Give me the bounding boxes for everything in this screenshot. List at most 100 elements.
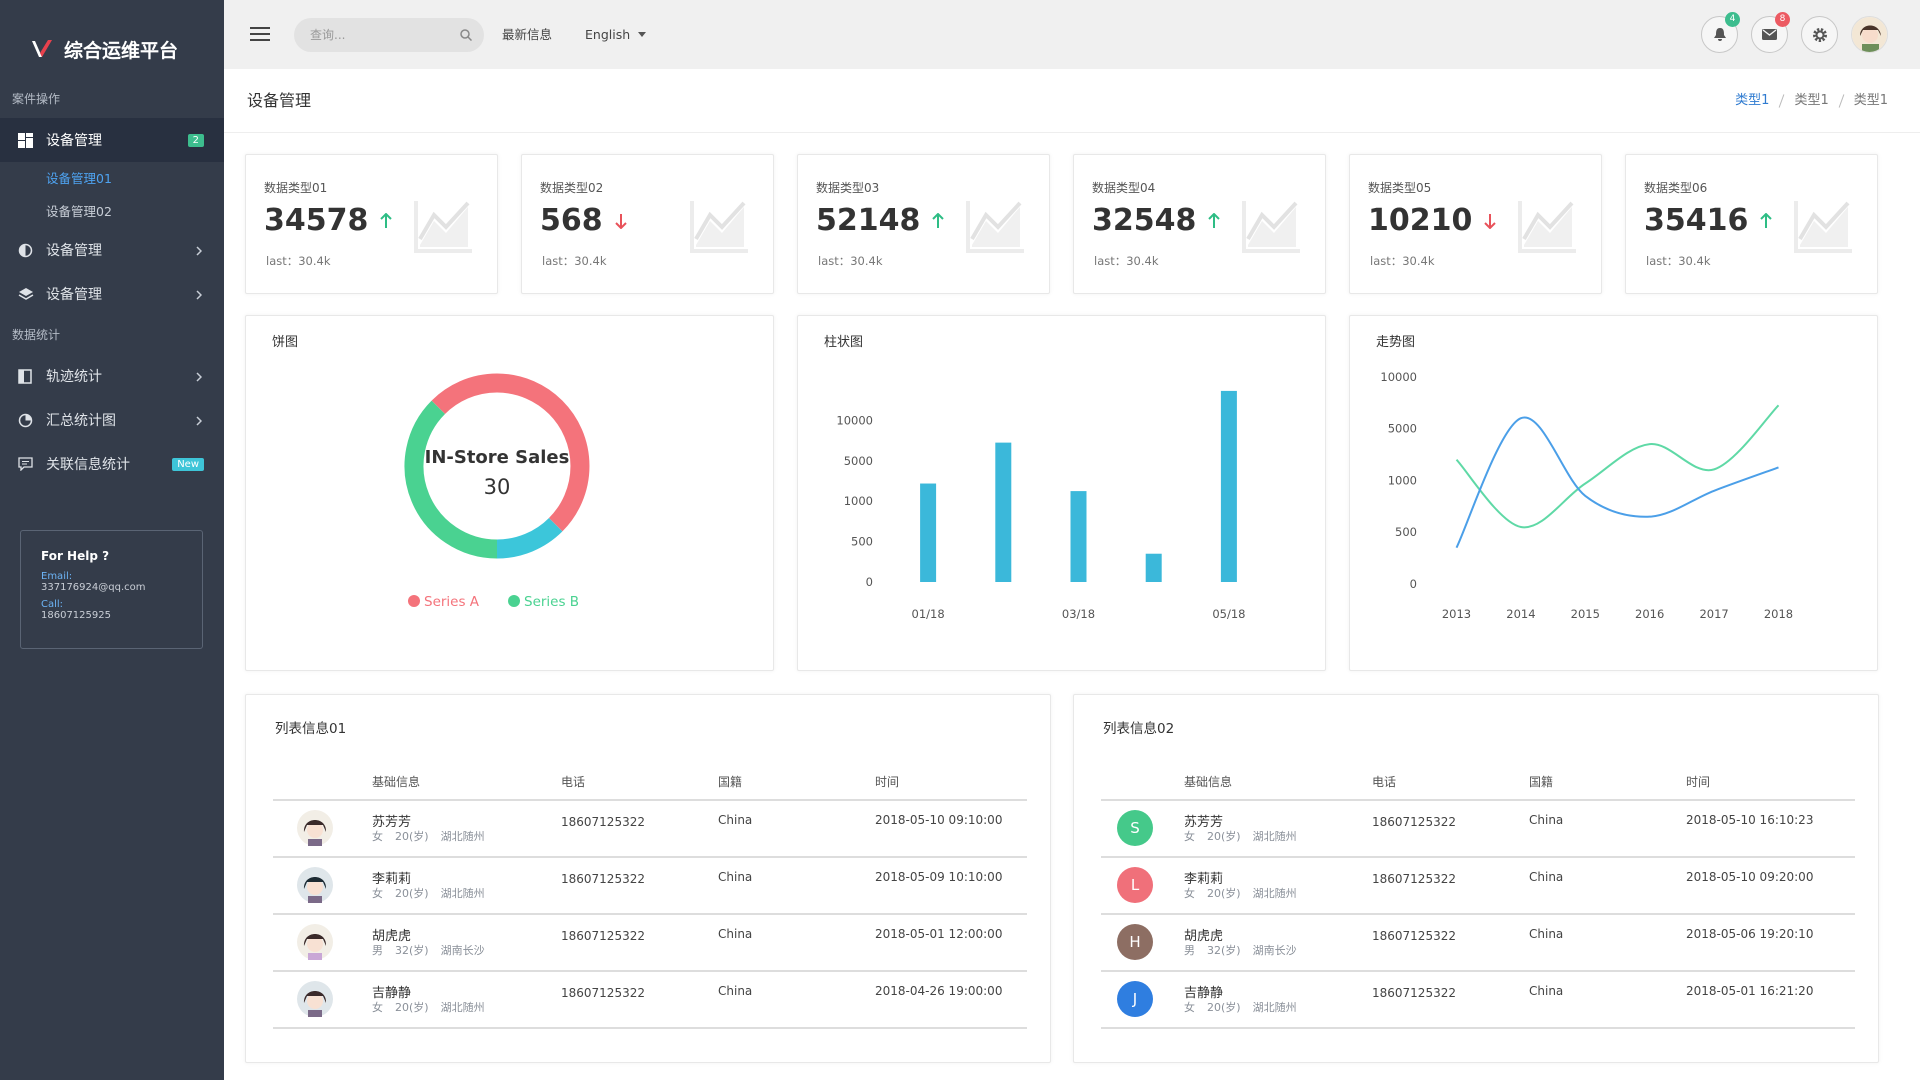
stat-card: 数据类型03 52148 last：30.4k: [797, 154, 1050, 294]
arrow-shape: [932, 212, 945, 228]
mail-icon: [1762, 29, 1777, 40]
x-tick-label: 05/18: [1212, 607, 1245, 621]
y-tick-label: 1000: [1388, 473, 1417, 487]
time: 2018-04-26 19:00:00: [875, 984, 1003, 998]
avatar-circle: [1117, 981, 1153, 1017]
avatar-body: [308, 953, 322, 960]
time: 2018-05-01 12:00:00: [875, 927, 1003, 941]
breadcrumb-item[interactable]: 类型1: [1735, 93, 1770, 108]
bar: [1220, 390, 1237, 582]
breadcrumb-separator: [1779, 94, 1785, 108]
message-badge: 8: [1775, 12, 1790, 27]
stat-card: 数据类型04 32548 last：30.4k: [1073, 154, 1326, 294]
menu-label: 关联信息统计: [46, 457, 130, 473]
page-title: 设备管理: [247, 91, 312, 110]
y-tick-label: 0: [866, 575, 873, 589]
avatar-face: [307, 936, 323, 952]
country: China: [1529, 927, 1564, 941]
search-box[interactable]: 查询...: [294, 18, 484, 52]
country: China: [718, 927, 753, 941]
menu-label: 设备管理: [46, 133, 102, 149]
avatar-body: [308, 1010, 322, 1017]
user-avatar[interactable]: [1851, 16, 1888, 53]
stat-value-row: 52148: [816, 203, 945, 238]
menu-badge: New: [172, 457, 204, 471]
person-info: 男 32(岁) 湖南长沙: [372, 942, 485, 958]
info-gender: 男: [1184, 944, 1195, 957]
stat-value-row: 568: [540, 203, 627, 238]
row-line: [1101, 970, 1855, 972]
phone: 18607125322: [561, 815, 645, 829]
menu-toggle[interactable]: [250, 26, 270, 42]
legend-swatch: [408, 595, 420, 607]
section-title: 案件操作: [12, 92, 61, 106]
info-age: 20(岁): [395, 887, 429, 900]
watermark-line: [1800, 207, 1848, 247]
call-label: Call:: [41, 599, 64, 610]
x-tick-label: 2016: [1635, 607, 1664, 621]
avatar-face: [307, 879, 323, 895]
info-place: 湖北随州: [440, 1001, 485, 1014]
breadcrumb-item[interactable]: 类型1: [1853, 93, 1888, 108]
chart-card: 柱状图 0 500 1000 5000 10000 01/18 03/18 05/18: [797, 315, 1326, 671]
menu-item[interactable]: 轨迹统计: [0, 354, 224, 398]
pie-segment: [496, 517, 563, 559]
table-card: 列表信息01 基础信息 电话 国籍 时间 苏芳芳女 20(岁) 湖北随州 18607125322…: [245, 694, 1051, 1063]
pie-center-title: IN-Store Sales: [425, 447, 570, 468]
news-link[interactable]: 最新信息: [502, 27, 553, 42]
menu-item[interactable]: 设备管理: [0, 272, 224, 316]
settings-button[interactable]: [1801, 16, 1838, 53]
brand[interactable]: 综合运维平台: [30, 34, 178, 64]
stat-card: 数据类型02 568 last：30.4k: [521, 154, 774, 294]
row-line: [1101, 856, 1855, 858]
icon: [18, 243, 33, 257]
info-age: 20(岁): [1207, 887, 1241, 900]
column-header: 国籍: [1529, 775, 1554, 789]
person-info: 女 20(岁) 湖北随州: [372, 999, 485, 1015]
breadcrumb-item[interactable]: 类型1: [1794, 93, 1829, 108]
phone: 18607125322: [1372, 986, 1456, 1000]
avatar: [297, 810, 333, 846]
avatar-body: [308, 839, 322, 846]
chart-watermark: [966, 201, 1024, 253]
page-header: 设备管理 类型1 类型1 类型1: [224, 69, 1920, 133]
time: 2018-05-10 09:20:00: [1686, 870, 1814, 884]
watermark-frame: [966, 201, 1024, 253]
legend-label: Series B: [524, 594, 579, 610]
stat-value-row: 10210: [1368, 203, 1497, 238]
y-tick-label: 10000: [1380, 370, 1417, 384]
info-place: 湖南长沙: [1252, 944, 1297, 957]
stat-value-row: 32548: [1092, 203, 1221, 238]
table-title: 列表信息02: [1103, 721, 1175, 737]
legend-label: Series A: [424, 594, 480, 610]
menu-item[interactable]: 汇总统计图: [0, 398, 224, 442]
stat-value-row: 34578: [264, 203, 393, 238]
section-title: 数据统计: [12, 328, 61, 342]
person-info: 女 20(岁) 湖北随州: [372, 828, 485, 844]
search-icon[interactable]: [460, 29, 472, 41]
message-button[interactable]: 8: [1751, 12, 1790, 53]
submenu-item[interactable]: 设备管理02: [46, 204, 112, 219]
avatar-initial: J: [1132, 990, 1137, 1008]
phone: 18607125322: [561, 929, 645, 943]
stat-last: last：30.4k: [1370, 254, 1435, 268]
menu-item[interactable]: 关联信息统计 New: [0, 442, 224, 486]
country: China: [1529, 984, 1564, 998]
row-line: [1101, 1027, 1855, 1029]
row-line: [273, 913, 1027, 915]
row-line: [273, 970, 1027, 972]
language-select[interactable]: English: [585, 0, 647, 69]
person-name: 李莉莉: [1184, 872, 1224, 887]
column-header: 电话: [1372, 775, 1397, 789]
submenu-item[interactable]: 设备管理01: [46, 171, 112, 186]
row-line: [1101, 913, 1855, 915]
country: China: [718, 870, 753, 884]
logo: [32, 40, 52, 57]
info-gender: 女: [1184, 830, 1195, 843]
trend-arrow: [932, 212, 945, 228]
menu-item[interactable]: 设备管理: [0, 228, 224, 272]
help-title: For Help ?: [41, 549, 110, 563]
notification-button[interactable]: 4: [1701, 12, 1740, 53]
menu-item[interactable]: 设备管理 2: [0, 118, 224, 162]
y-tick-label: 5000: [844, 454, 873, 468]
